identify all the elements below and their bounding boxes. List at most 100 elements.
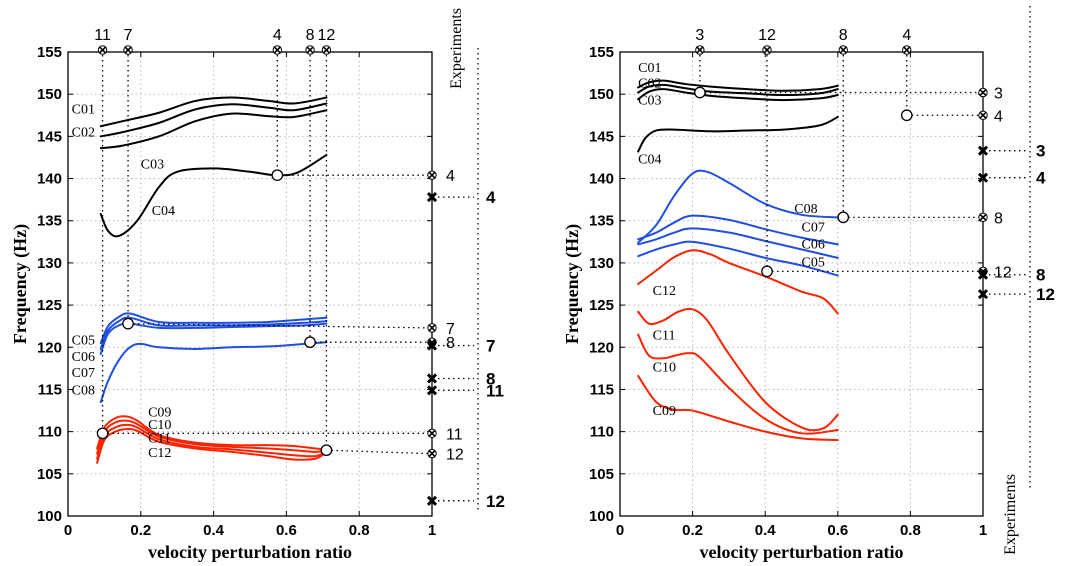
point-link-line <box>326 449 429 455</box>
computed-markers: 4 78 11 12 <box>427 168 464 464</box>
series-group <box>96 96 328 464</box>
y-tick-label: 125 <box>37 297 62 314</box>
x-tick-label: 0.4 <box>755 522 777 539</box>
experiment-label: 12 <box>486 492 505 511</box>
point-marker-4 <box>900 109 913 122</box>
series-line-c05 <box>637 240 839 277</box>
x-tick-label: 0 <box>616 522 624 539</box>
y-tick-label: 100 <box>589 508 614 525</box>
curve-label: C09 <box>148 405 171 420</box>
computed-marker-label: 7 <box>446 321 455 338</box>
experiment-label: 7 <box>486 337 495 356</box>
experiment-marker-4 <box>426 192 438 203</box>
y-tick-label: 125 <box>589 297 614 314</box>
series-line-c04 <box>637 115 839 153</box>
computed-marker-label: 11 <box>446 426 463 443</box>
series-line-c11 <box>96 423 328 460</box>
y-tick-label: 120 <box>37 339 62 356</box>
series-line-c02 <box>99 102 328 138</box>
point-marker-8 <box>837 211 850 224</box>
series-line-c07 <box>99 322 328 356</box>
computed-marker-12 <box>427 448 437 459</box>
point-marker-3 <box>694 86 706 99</box>
axis-ticks: 0 0.2 0.4 0.6 0.8 1 100 105 110 115 120 125 130 135 14… <box>37 44 436 539</box>
series-line-c06 <box>637 227 839 259</box>
curve-label: C07 <box>72 366 95 381</box>
top-marker-label: 8 <box>306 27 315 44</box>
experiment-label: 3 <box>1036 142 1045 161</box>
x-tick-label: 1 <box>428 522 436 539</box>
experiments-title: Experiments <box>1002 474 1019 555</box>
series-line-c08 <box>637 169 839 244</box>
experiments-title: Experiments <box>448 8 465 89</box>
series-group <box>637 79 839 442</box>
y-tick-label: 130 <box>589 255 614 272</box>
y-tick-label: 110 <box>38 424 62 441</box>
computed-marker-label: 12 <box>446 447 464 464</box>
series-line-c10 <box>96 419 328 455</box>
plot-frame <box>67 51 433 517</box>
points <box>694 86 979 278</box>
experiment-marker-7 <box>426 340 438 351</box>
computed-marker-7 <box>427 323 437 333</box>
point-marker-12 <box>320 444 333 457</box>
top-marker-8 <box>838 45 848 55</box>
point-marker-4 <box>271 169 284 182</box>
computed-marker-3 <box>978 87 988 98</box>
x-tick-label: 0.4 <box>203 522 225 539</box>
top-marker-11 <box>97 45 108 55</box>
computed-marker-label: 4 <box>994 108 1003 125</box>
top-marker-12 <box>321 45 332 55</box>
curve-label: C11 <box>148 432 171 447</box>
x-axis-label: velocity perturbation ratio <box>148 542 352 562</box>
curve-label: C09 <box>653 404 676 419</box>
top-marker-label: 11 <box>94 27 111 44</box>
point-marker-8 <box>304 336 316 349</box>
computed-marker-4 <box>427 170 437 180</box>
curve-label: C03 <box>638 93 661 108</box>
x-tick-label: 0 <box>64 522 72 539</box>
y-tick-label: 105 <box>37 466 62 483</box>
top-marker-8 <box>305 45 315 55</box>
y-tick-label: 115 <box>38 381 62 398</box>
y-axis-label: Frequency (Hz) <box>10 224 31 344</box>
curve-label: C03 <box>141 157 164 172</box>
curve-label: C07 <box>802 221 825 236</box>
curve-label: C12 <box>653 284 676 299</box>
y-tick-label: 130 <box>37 255 62 272</box>
series-line-c05 <box>99 312 328 345</box>
series-line-c12 <box>637 249 839 315</box>
series-line-c01 <box>99 96 328 128</box>
computed-marker-label: 4 <box>446 168 455 185</box>
chart-panel-2: 0 0.2 0.4 0.6 0.8 1 100 105 110 115 120 125 130 135 14… <box>562 6 1055 562</box>
curve-label: C12 <box>148 446 171 461</box>
experiment-marker-12 <box>977 289 989 300</box>
curve-label: C10 <box>148 418 171 433</box>
top-marker-4 <box>272 45 282 55</box>
series-line-c09 <box>637 374 839 442</box>
experiment-label: 8 <box>486 369 495 388</box>
x-tick-label: 0.8 <box>900 522 921 539</box>
computed-marker-11 <box>427 428 437 439</box>
y-tick-label: 120 <box>589 339 614 356</box>
curve-label: C01 <box>72 103 95 118</box>
top-marker-12 <box>762 45 772 55</box>
computed-marker-label: 8 <box>994 210 1003 227</box>
curve-label: C01 <box>638 61 661 76</box>
series-line-c11 <box>637 307 839 432</box>
series-line-c06 <box>99 316 328 350</box>
series-line-c08 <box>99 341 328 404</box>
experiment-marker-4 <box>977 172 989 183</box>
y-tick-label: 155 <box>37 44 62 61</box>
x-axis-label: velocity perturbation ratio <box>700 542 904 562</box>
experiment-label: 8 <box>1036 266 1045 285</box>
axis-ticks: 0 0.2 0.4 0.6 0.8 1 100 105 110 115 120 125 130 135 14… <box>589 44 987 539</box>
curve-label: C06 <box>72 350 95 365</box>
x-tick-label: 1 <box>979 522 987 539</box>
point-marker-11 <box>96 427 109 440</box>
series-line-c10 <box>637 333 839 435</box>
